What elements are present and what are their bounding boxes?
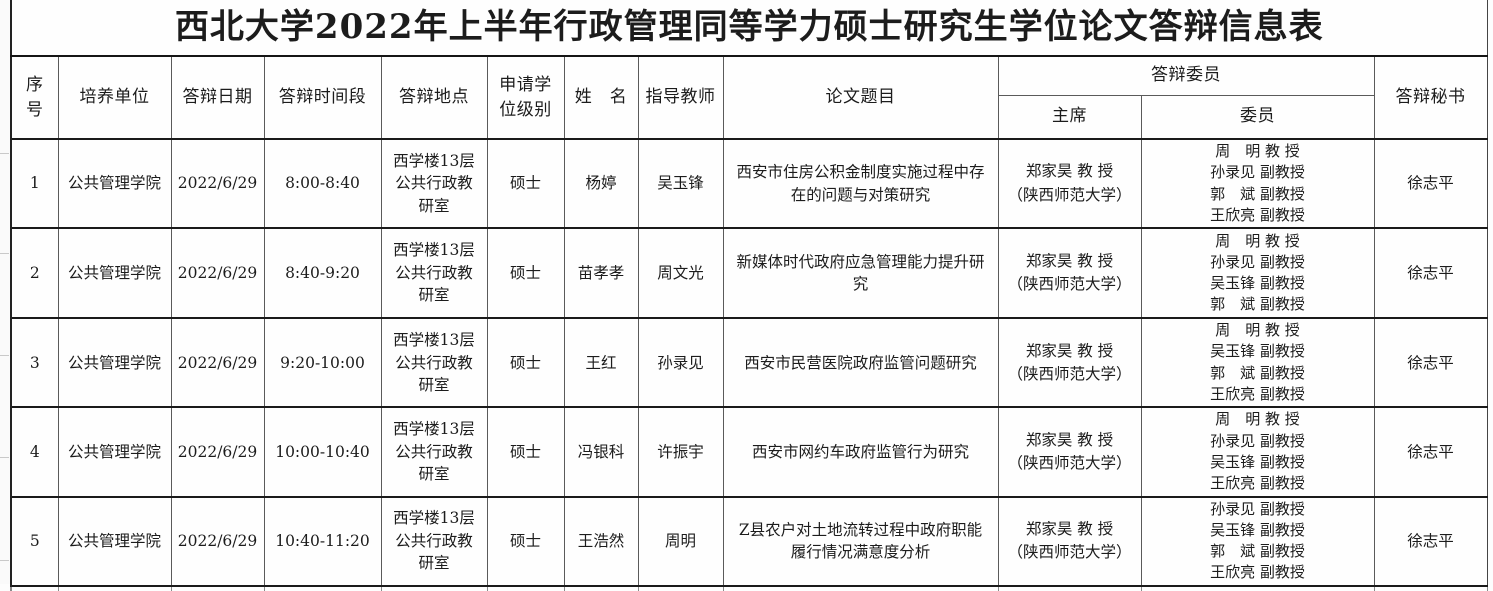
header-name: 姓 名 <box>563 55 639 140</box>
cell-no: 2 <box>10 227 59 319</box>
table-row: 4 公共管理学院 2022/6/29 10:00-10:40 西学楼13层 公共… <box>10 406 1488 498</box>
defense-info-table: 西北大学2022年上半年行政管理同等学力硕士研究生学位论文答辩信息表 序 号 培… <box>9 0 1488 591</box>
cell-date: 2022/6/29 <box>170 406 265 498</box>
cell-name: 王红 <box>563 317 639 408</box>
cell-unit: 公共管理学院 <box>57 406 172 498</box>
cell-degree: 硕士 <box>486 227 565 319</box>
cell-unit: 公共管理学院 <box>57 227 172 319</box>
table-row: 1 公共管理学院 2022/6/29 8:00-8:40 西学楼13层 公共行政… <box>10 137 1488 229</box>
header-thesis: 论文题目 <box>722 55 999 140</box>
spreadsheet-edge-strip <box>0 0 10 584</box>
cell-advisor: 周明 <box>637 495 724 587</box>
header-committee: 答辩委员 <box>997 55 1375 96</box>
cell-advisor: 吴玉锋 <box>637 137 724 229</box>
cell-advisor: 孙录见 <box>637 317 724 408</box>
cell-thesis: 西安市民营医院政府监管问题研究 <box>722 317 999 408</box>
table-title: 西北大学2022年上半年行政管理同等学力硕士研究生学位论文答辩信息表 <box>9 0 1488 57</box>
table-row: 5 公共管理学院 2022/6/29 10:40-11:20 西学楼13层 公共… <box>10 495 1488 587</box>
cell-unit: 公共管理学院 <box>57 137 172 229</box>
spreadsheet-gridline <box>0 457 9 458</box>
header-unit: 培养单位 <box>57 55 172 140</box>
cell-location: 西学楼13层 公共行政教 研室 <box>380 406 488 498</box>
cell-chair: 郑家昊 教 授 （陕西师范大学） <box>997 317 1142 408</box>
spreadsheet-gridline <box>0 355 9 356</box>
cell-time: 9:20-10:00 <box>263 317 382 408</box>
header-chair: 主席 <box>997 94 1142 140</box>
cell-thesis: Z县农户对土地流转过程中政府职能履行情况满意度分析 <box>722 495 999 587</box>
cell-name: 苗孝孝 <box>563 227 639 319</box>
cell-date: 2022/6/29 <box>170 137 265 229</box>
cell-members: 周 明 教 授 吴玉锋 副教授 郭 斌 副教授 王欣亮 副教授 <box>1140 317 1375 408</box>
cell-no: 1 <box>10 137 59 229</box>
cell-unit: 公共管理学院 <box>57 495 172 587</box>
spreadsheet-gridline <box>0 253 9 254</box>
cell-time: 8:40-9:20 <box>263 227 382 319</box>
cell-chair: 郑家昊 教 授 （陕西师范大学） <box>997 137 1142 229</box>
header-members: 委员 <box>1140 94 1375 140</box>
cell-name: 冯银科 <box>563 406 639 498</box>
cell-chair: 郑家昊 教 授 （陕西师范大学） <box>997 406 1142 498</box>
cell-advisor: 许振宇 <box>637 406 724 498</box>
header-no: 序 号 <box>10 55 59 140</box>
cell-time: 10:00-10:40 <box>263 406 382 498</box>
header-date: 答辩日期 <box>170 55 265 140</box>
cell-location: 西学楼13层 公共行政教 研室 <box>380 317 488 408</box>
cell-time: 8:00-8:40 <box>263 137 382 229</box>
header-location: 答辩地点 <box>380 55 488 140</box>
cell-thesis: 西安市住房公积金制度实施过程中存在的问题与对策研究 <box>722 137 999 229</box>
cell-no: 5 <box>10 495 59 587</box>
cell-members: 周 明 教 授 孙录见 副教授 郭 斌 副教授 王欣亮 副教授 <box>1140 137 1375 229</box>
cell-degree: 硕士 <box>486 317 565 408</box>
cell-secretary: 徐志平 <box>1373 317 1488 408</box>
cell-time: 10:40-11:20 <box>263 495 382 587</box>
cell-date: 2022/6/29 <box>170 495 265 587</box>
cell-members: 孙录见 副教授 吴玉锋 副教授 郭 斌 副教授 王欣亮 副教授 <box>1140 495 1375 587</box>
cell-secretary: 徐志平 <box>1373 495 1488 587</box>
cell-chair: 郑家昊 教 授 （陕西师范大学） <box>997 227 1142 319</box>
header-secretary: 答辩秘书 <box>1373 55 1488 140</box>
cell-location: 西学楼13层 公共行政教 研室 <box>380 227 488 319</box>
cell-name: 杨婷 <box>563 137 639 229</box>
cell-location: 西学楼13层 公共行政教 研室 <box>380 495 488 587</box>
cell-secretary: 徐志平 <box>1373 227 1488 319</box>
cell-degree: 硕士 <box>486 406 565 498</box>
cell-no: 3 <box>10 317 59 408</box>
spreadsheet-gridline <box>0 560 9 561</box>
cell-thesis: 西安市网约车政府监管行为研究 <box>722 406 999 498</box>
cell-thesis: 新媒体时代政府应急管理能力提升研究 <box>722 227 999 319</box>
cell-location: 西学楼13层 公共行政教 研室 <box>380 137 488 229</box>
header-time: 答辩时间段 <box>263 55 382 140</box>
cell-unit: 公共管理学院 <box>57 317 172 408</box>
cell-chair: 郑家昊 教 授 （陕西师范大学） <box>997 495 1142 587</box>
cell-no: 4 <box>10 406 59 498</box>
spreadsheet-gridline <box>0 153 9 154</box>
cell-name: 王浩然 <box>563 495 639 587</box>
cell-date: 2022/6/29 <box>170 227 265 319</box>
cutoff-row <box>10 584 1488 591</box>
cell-advisor: 周文光 <box>637 227 724 319</box>
cell-date: 2022/6/29 <box>170 317 265 408</box>
cell-secretary: 徐志平 <box>1373 406 1488 498</box>
cell-degree: 硕士 <box>486 495 565 587</box>
header-degree: 申请学 位级别 <box>486 55 565 140</box>
cell-members: 周 明 教 授 孙录见 副教授 吴玉锋 副教授 王欣亮 副教授 <box>1140 406 1375 498</box>
cell-members: 周 明 教 授 孙录见 副教授 吴玉锋 副教授 郭 斌 副教授 <box>1140 227 1375 319</box>
cell-secretary: 徐志平 <box>1373 137 1488 229</box>
table-row: 2 公共管理学院 2022/6/29 8:40-9:20 西学楼13层 公共行政… <box>10 227 1488 319</box>
table-row: 3 公共管理学院 2022/6/29 9:20-10:00 西学楼13层 公共行… <box>10 317 1488 408</box>
cell-degree: 硕士 <box>486 137 565 229</box>
header-advisor: 指导教师 <box>637 55 724 140</box>
